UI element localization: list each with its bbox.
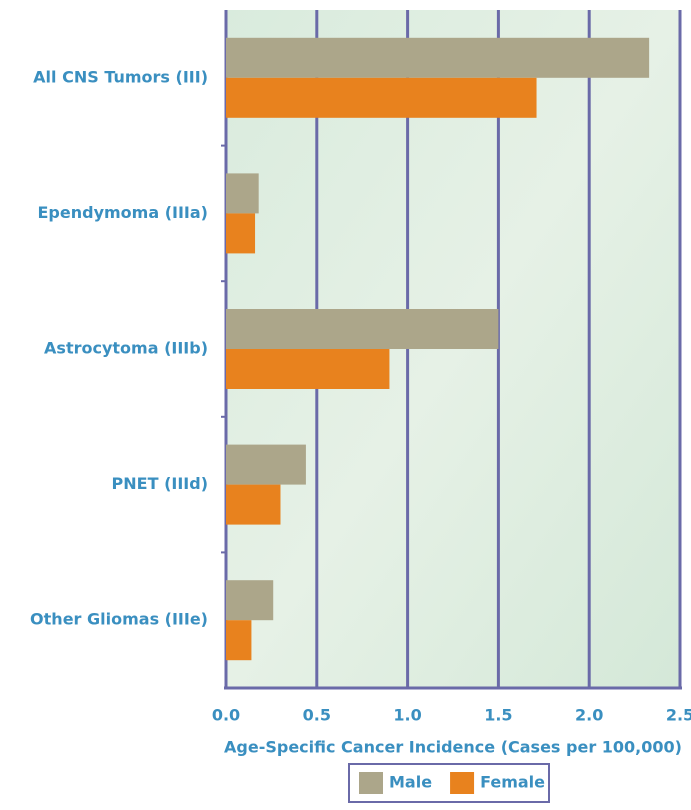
- bar: [226, 173, 259, 214]
- y-tick-label: Other Gliomas (IIIe): [30, 610, 208, 629]
- x-tick-label: 0.0: [212, 706, 240, 725]
- bar: [226, 77, 537, 118]
- legend-swatch: [450, 772, 475, 794]
- x-axis-label: Age-Specific Cancer Incidence (Cases per…: [224, 738, 682, 757]
- x-tick-label: 2.5: [666, 706, 691, 725]
- y-tick-label: Ependymoma (IIIa): [38, 203, 209, 222]
- bar: [226, 580, 274, 621]
- bar: [226, 444, 306, 485]
- bar: [226, 213, 256, 254]
- y-tick-label: Astrocytoma (IIIb): [44, 339, 208, 358]
- legend-label: Male: [389, 773, 432, 792]
- legend-swatch: [359, 772, 383, 794]
- bar: [226, 484, 281, 525]
- y-tick-label: All CNS Tumors (III): [33, 67, 208, 86]
- x-tick-label: 0.5: [303, 706, 331, 725]
- x-tick-label: 2.0: [575, 706, 603, 725]
- x-tick-label: 1.0: [393, 706, 421, 725]
- bar: [226, 309, 499, 349]
- x-tick-label: 1.5: [484, 706, 512, 725]
- bar: [226, 349, 390, 389]
- y-tick-label: PNET (IIId): [112, 474, 208, 493]
- bar: [226, 620, 252, 661]
- legend-label: Female: [480, 773, 545, 792]
- bar: [226, 37, 650, 78]
